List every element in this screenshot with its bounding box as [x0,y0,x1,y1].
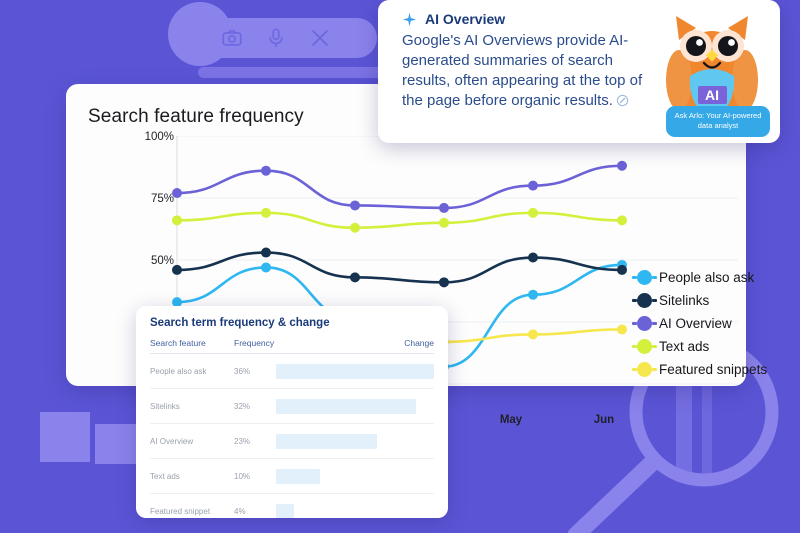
legend-label: Text ads [659,339,710,354]
column-header-change: Change [276,338,434,354]
legend-item-text-ads[interactable]: Text ads [632,339,767,354]
legend-color-swatch [632,339,657,354]
legend-item-sitelinks[interactable]: Sitelinks [632,293,767,308]
y-axis-tick: 100% [144,131,174,143]
microphone-icon[interactable] [265,27,287,49]
legend-label: Featured snippets [659,362,768,377]
change-bar [276,434,377,449]
change-bar [276,399,417,414]
owl-ai-badge: AI [705,87,719,103]
chart-legend: People also ask Sitelinks AI Overview Text … [632,270,768,377]
table-row[interactable]: AI Overview 23% [150,423,434,459]
cell-change-bar [276,494,434,518]
camera-icon[interactable] [221,27,243,49]
chart-series-sitelinks [172,247,627,288]
legend-color-swatch [632,316,657,331]
ai-overview-body: Google's AI Overviews provide AI-generat… [402,31,650,111]
toolbar-progress-bar [198,67,438,78]
change-bar [276,364,434,379]
sparkle-icon [402,12,417,26]
cell-change-bar [276,423,434,459]
ai-overview-card: AI Overview Google's AI Overviews provid… [378,0,780,143]
cell-feature: Sitelinks [150,388,234,424]
chart-series-ai-overview [172,160,627,213]
table-row[interactable]: Featured snippet 4% [150,494,434,518]
legend-item-featured-snippets[interactable]: Featured snippets [632,362,768,377]
search-toolbar-pill[interactable] [174,18,377,58]
table-row[interactable]: Sitelinks 32% [150,388,434,424]
cell-change-bar [276,458,434,494]
table-row[interactable]: People also ask 36% [150,353,434,389]
legend-color-swatch [632,270,657,285]
chart-series-text-ads [172,207,627,233]
x-axis-tick-jun: Jun [593,414,615,426]
mascot-caption: Ask Arlo: Your AI-powered data analyst [666,106,770,137]
legend-item-people-also-ask[interactable]: People also ask [632,270,767,285]
y-axis-tick: 75% [150,193,174,205]
decorative-square [40,412,90,462]
legend-label: AI Overview [659,316,732,331]
column-header-feature: Search feature [150,338,234,354]
change-bar [276,469,320,484]
ai-overview-title: AI Overview [425,11,506,27]
legend-label: Sitelinks [659,293,710,308]
page-title: Search feature frequency [88,106,304,127]
cell-frequency: 10% [234,458,276,494]
search-term-table-card: Search term frequency & change Search fe… [136,306,448,518]
column-header-frequency: Frequency [234,338,276,354]
table-title: Search term frequency & change [150,317,330,329]
cell-change-bar [276,353,434,389]
y-axis-tick: 50% [150,255,174,267]
edit-pencil-icon[interactable] [616,94,629,107]
cell-frequency: 4% [234,507,246,516]
cell-frequency: 36% [234,353,276,389]
ai-overview-header: AI Overview [402,11,505,27]
cell-change-bar [276,388,434,424]
x-axis-tick-may: May [499,414,523,426]
legend-color-swatch [632,362,657,377]
change-bar [276,504,294,518]
close-icon[interactable] [309,27,331,49]
cell-feature: People also ask [150,353,234,389]
cell-feature: AI Overview [150,423,234,459]
cell-frequency: 32% [234,388,276,424]
cell-feature: Text ads [150,458,234,494]
cell-feature: Featured snippet [150,507,211,516]
cell-frequency: 23% [234,423,276,459]
table-header-row: Search feature Frequency Change [150,338,434,354]
ai-overview-text: Google's AI Overviews provide AI-generat… [402,32,643,109]
search-term-table: Search feature Frequency Change People a… [150,338,434,518]
table-row[interactable]: Text ads 10% [150,458,434,494]
legend-item-ai-overview[interactable]: AI Overview [632,316,767,331]
legend-color-swatch [632,293,657,308]
legend-label: People also ask [659,270,755,285]
